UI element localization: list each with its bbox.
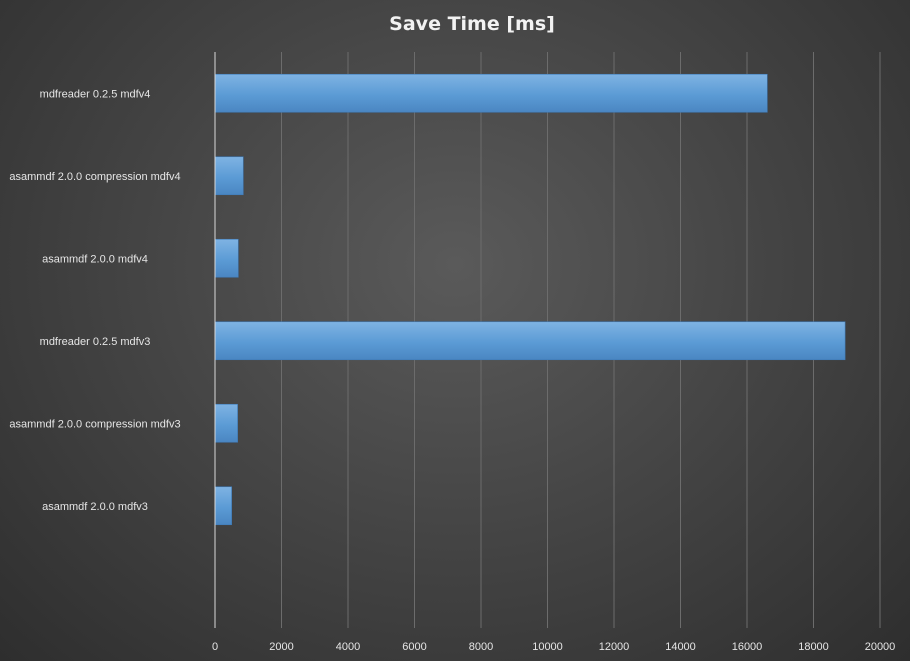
bars <box>214 73 846 526</box>
bar <box>214 403 238 443</box>
x-tick-label: 20000 <box>865 641 896 653</box>
bar <box>214 156 244 196</box>
category-label: asammdf 2.0.0 mdfv3 <box>42 501 148 513</box>
x-tick-label: 12000 <box>599 641 630 653</box>
category-labels: mdfreader 0.2.5 mdfv4 asammdf 2.0.0 compr… <box>9 88 180 513</box>
x-tick-label: 0 <box>212 641 218 653</box>
chart-title: Save Time [ms] <box>389 13 555 35</box>
bar <box>214 486 232 526</box>
x-tick-label: 16000 <box>732 641 763 653</box>
category-label: asammdf 2.0.0 mdfv4 <box>42 253 148 265</box>
x-tick-label: 6000 <box>402 641 426 653</box>
x-tick-label: 4000 <box>336 641 360 653</box>
x-axis-tick-labels: 0 2000 4000 6000 8000 10000 12000 14000 16000 180… <box>212 641 895 653</box>
x-tick-label: 14000 <box>665 641 696 653</box>
x-tick-label: 10000 <box>532 641 563 653</box>
x-tick-label: 8000 <box>469 641 493 653</box>
category-label: mdfreader 0.2.5 mdfv3 <box>40 336 151 348</box>
category-label: mdfreader 0.2.5 mdfv4 <box>40 88 151 100</box>
x-tick-label: 18000 <box>798 641 829 653</box>
category-label: asammdf 2.0.0 compression mdfv3 <box>9 418 180 430</box>
x-tick-label: 2000 <box>269 641 293 653</box>
category-label: asammdf 2.0.0 compression mdfv4 <box>9 171 180 183</box>
bar <box>214 321 846 361</box>
bar <box>214 73 768 113</box>
bar <box>214 238 239 278</box>
